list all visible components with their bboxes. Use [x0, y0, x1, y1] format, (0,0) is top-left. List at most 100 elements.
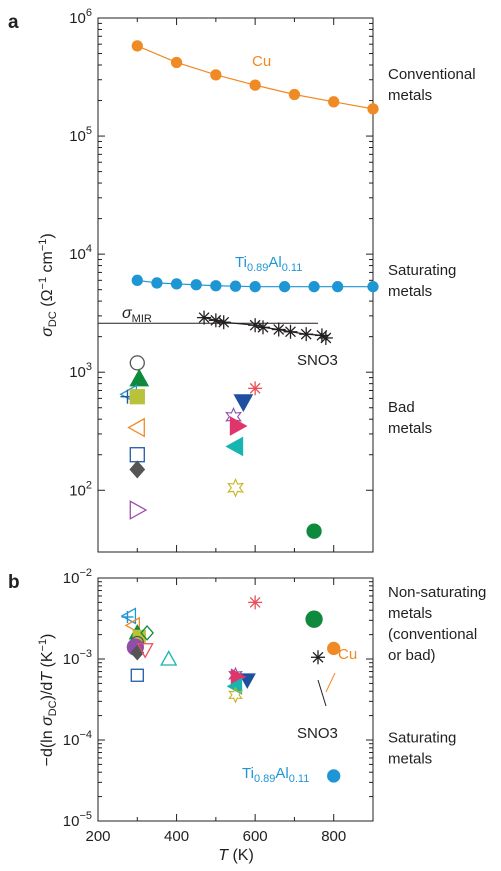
cu-point-label: Cu	[338, 646, 357, 663]
category-labels: Conventional metals Saturating metals Bad met…	[388, 66, 486, 767]
series-0-point-5	[328, 96, 340, 108]
series-1-point-4	[210, 280, 222, 292]
bad-metal-point-10	[233, 394, 254, 413]
bad-metal-point-13	[225, 436, 244, 457]
x-tick-label-1: 400	[164, 828, 189, 845]
panel-b-category-0-line-3: or bad)	[388, 647, 436, 664]
sigma-mir-label: σMIR	[122, 305, 152, 325]
panel-a-y-tick-label-4: 106	[69, 7, 92, 27]
series-0-point-6	[367, 103, 379, 115]
series-1-point-9	[331, 281, 344, 293]
series-2-point-3	[248, 318, 263, 333]
panel-b-point-4	[248, 595, 263, 610]
series-1-point-7	[278, 281, 291, 293]
series-0-point-1	[170, 56, 183, 69]
series-2-point-7	[299, 327, 314, 342]
panel-a-y-tick-label-2: 104	[69, 243, 92, 263]
panel-a-series-lines	[98, 45, 374, 339]
series-1-point-2	[170, 278, 183, 290]
bad-metal-point-1	[129, 368, 150, 387]
panel-b-category-1-line-0: Saturating	[388, 730, 456, 747]
panel-b-y-tick-label-0: 10−5	[63, 810, 92, 830]
panel-a-category-2-line-1: metals	[388, 420, 432, 437]
panel-b-letter: b	[8, 572, 20, 593]
panel-b-category-1-line-1: metals	[388, 751, 432, 768]
bad-metal-point-12	[229, 416, 248, 436]
panel-b-ylabel: −d(ln σDC)/dT (K−1)	[37, 634, 59, 767]
x-tick-label-3: 800	[321, 828, 346, 845]
panel-a-category-2-line-0: Bad	[388, 399, 415, 416]
cu-series-label: Cu	[252, 53, 271, 70]
series-0-point-4	[288, 88, 301, 101]
ti-point-label: Ti0.89Al0.11	[242, 765, 309, 785]
panel-b-point-0	[327, 641, 341, 656]
bad-metal-point-8	[129, 500, 148, 520]
panel-b-point-15	[140, 625, 154, 641]
x-tick-label-2: 600	[243, 828, 268, 845]
panel-b-point-19	[136, 643, 154, 659]
series-0-point-2	[210, 69, 222, 81]
series-2-point-9	[318, 330, 333, 345]
panel-b-category-0-line-1: metals	[388, 605, 432, 622]
series-2-point-4	[256, 320, 270, 335]
panel-b-point-10	[120, 607, 137, 625]
panel-b-category-0-line-2: (conventional	[388, 626, 477, 643]
panel-a-category-0-line-0: Conventional	[388, 66, 476, 83]
bad-metal-point-4	[129, 389, 145, 405]
bad-metal-point-15	[306, 523, 322, 539]
x-axis-label: T (K)	[218, 847, 254, 864]
series-1-point-0	[131, 274, 143, 286]
series-1-point-6	[249, 281, 261, 293]
bad-metal-point-5	[127, 417, 145, 438]
panel-a-category-0-line-1: metals	[388, 87, 432, 104]
panel-a-category-1-line-1: metals	[388, 283, 432, 300]
series-1-point-5	[229, 280, 242, 292]
panel-a-category-1-line-0: Saturating	[388, 262, 456, 279]
series-2-point-5	[271, 322, 286, 337]
series-line-2	[203, 317, 327, 339]
series-1-point-10	[367, 281, 379, 293]
panel-b-y-tick-label-3: 10−2	[63, 567, 92, 587]
panel-b-point-3	[305, 610, 323, 628]
sno3-leader-line	[317, 679, 327, 707]
series-2-point-0	[197, 310, 212, 325]
panel-b-axis-ticks: 10−5 10−4 10−3 10−2 200 400 600 800	[63, 567, 374, 845]
panel-a-markers	[119, 40, 379, 539]
panel-b-markers	[120, 595, 341, 783]
series-1-point-3	[190, 279, 202, 291]
panel-b-y-tick-label-1: 10−4	[63, 729, 92, 749]
panel-b-category-0-line-0: Non-saturating	[388, 584, 486, 601]
series-0-point-3	[249, 79, 261, 91]
series-2-point-2	[216, 315, 231, 330]
bad-metal-point-14	[227, 478, 244, 498]
panel-a-axis-ticks: 102 103 104 105 106	[69, 7, 374, 552]
series-2-point-8	[314, 328, 329, 343]
panel-a-letter: a	[8, 12, 19, 33]
panel-b-point-21	[160, 650, 178, 666]
ti-series-label: Ti0.89Al0.11	[235, 254, 302, 274]
series-1-point-1	[151, 277, 163, 289]
bad-metal-point-9	[248, 381, 263, 396]
x-tick-label-0: 200	[85, 828, 110, 845]
panel-b-point-11	[121, 611, 134, 624]
bad-metal-point-7	[129, 460, 146, 479]
sno3-point-label: SNO3	[297, 725, 338, 742]
panel-b-point-2	[327, 769, 341, 783]
panel-a-y-tick-label-1: 103	[69, 361, 92, 381]
series-0-point-0	[131, 40, 143, 52]
panel-b-point-20	[130, 668, 144, 682]
sno3-series-label: SNO3	[297, 352, 338, 369]
series-2-point-6	[283, 324, 298, 339]
panel-b-frame	[97, 577, 374, 822]
panel-b-y-tick-label-2: 10−3	[63, 648, 92, 668]
bad-metal-point-0	[129, 355, 145, 371]
cu-leader-line	[325, 672, 336, 693]
panel-b-point-9	[228, 686, 243, 704]
panel-b-point-1	[311, 650, 325, 665]
panel-b-point-12	[124, 616, 141, 634]
series-1-point-8	[308, 281, 320, 293]
panel-a-y-tick-label-0: 102	[69, 479, 92, 499]
bad-metal-point-6	[129, 447, 145, 463]
panel-a-ylabel: σDC (Ω−1 cm−1)	[37, 233, 59, 336]
